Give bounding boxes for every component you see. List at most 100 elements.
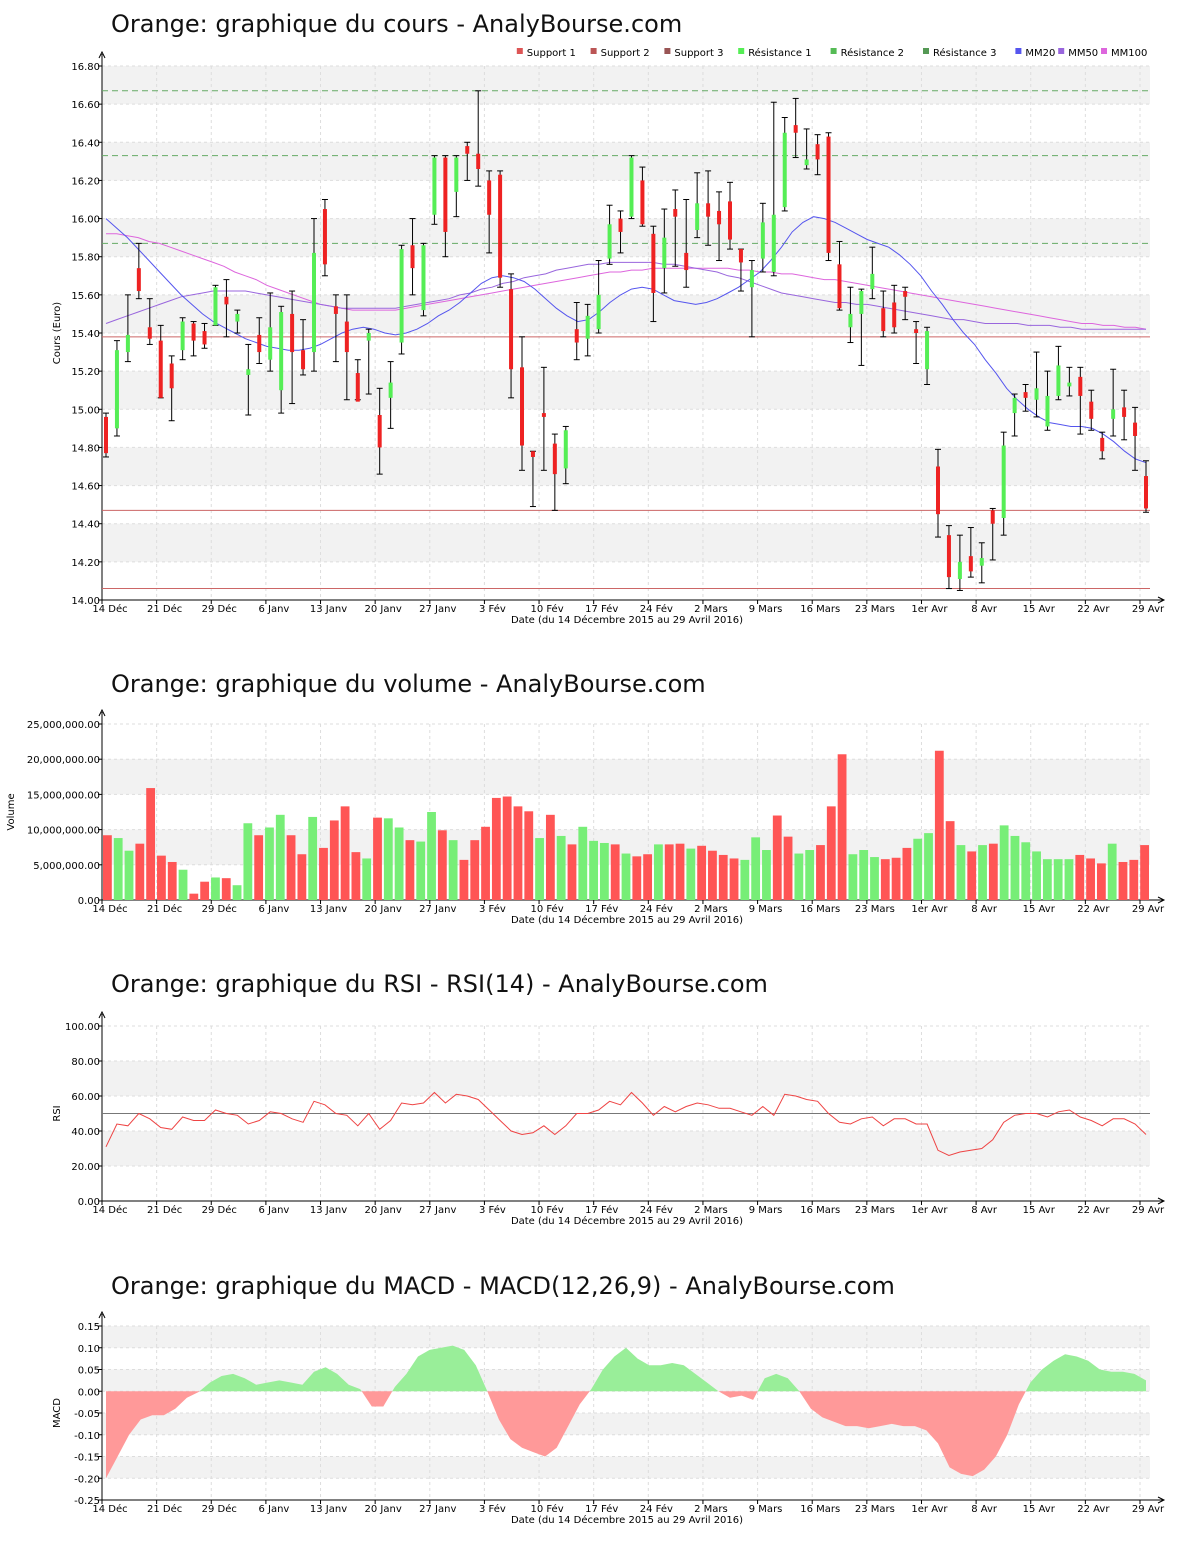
candle-body — [180, 321, 185, 351]
price-x-tick-label: 27 Janv — [419, 604, 456, 615]
candle-body — [968, 556, 973, 572]
candle-body — [870, 273, 875, 290]
volume-bar — [351, 852, 361, 900]
rsi-x-tick-label: 17 Fév — [585, 1204, 618, 1216]
volume-bar — [1075, 854, 1085, 900]
price-x-axis-arrow — [1157, 596, 1166, 604]
volume-bar — [870, 857, 879, 900]
volume-bar — [1086, 858, 1095, 900]
price-x-tick-label: 16 Mars — [800, 604, 840, 615]
candle-body — [312, 252, 316, 353]
candle-body — [498, 174, 503, 278]
candle-body — [859, 291, 864, 314]
price-panel: Orange: graphique du cours - AnalyBourse… — [0, 0, 1200, 640]
price-x-tick-label: 20 Janv — [365, 604, 402, 615]
volume-bar — [221, 878, 231, 900]
macd-x-tick-label: 17 Fév — [585, 1503, 618, 1515]
rsi-x-tick-label: 15 Avr — [1023, 1205, 1056, 1216]
legend-label: Support 2 — [601, 48, 650, 59]
candle-body — [322, 209, 327, 265]
rsi-x-tick-label: 9 Mars — [749, 1205, 783, 1216]
price-y-tick-label: 16.40 — [71, 138, 100, 149]
volume-bar — [654, 844, 663, 900]
volume-bar — [934, 750, 944, 900]
volume-x-tick-label: 14 Déc — [92, 903, 127, 915]
volume-bar — [1053, 859, 1063, 900]
volume-bar — [1064, 859, 1074, 900]
volume-bar — [427, 812, 436, 900]
volume-x-tick-label: 21 Déc — [147, 903, 182, 915]
price-y-axis-title: Cours (Euro) — [52, 302, 63, 365]
candle-body — [826, 136, 831, 253]
volume-bar — [308, 816, 318, 900]
macd-y-tick-label: -0.10 — [74, 1431, 100, 1442]
candle-body — [235, 313, 240, 322]
rsi-x-tick-label: 6 Janv — [258, 1205, 289, 1216]
candle-body — [465, 146, 470, 154]
volume-bar — [708, 850, 717, 900]
candle-body — [114, 350, 119, 429]
volume-y-axis-title: Volume — [6, 793, 17, 830]
price-y-tick-label: 16.60 — [71, 100, 100, 111]
volume-bar — [254, 835, 264, 900]
candle-body — [607, 224, 612, 259]
volume-bar — [880, 859, 890, 900]
price-x-axis-title: Date (du 14 Décembre 2015 au 29 Avril 20… — [511, 614, 743, 626]
price-y-tick-label: 14.80 — [71, 443, 100, 454]
macd-x-tick-label: 22 Avr — [1077, 1504, 1110, 1515]
volume-x-tick-label: 17 Fév — [585, 903, 618, 915]
rsi-x-tick-label: 3 Fév — [479, 1204, 506, 1216]
macd-x-tick-label: 3 Fév — [479, 1503, 506, 1515]
rsi-y-tick-label: 60.00 — [71, 1092, 100, 1103]
candle-body — [1122, 407, 1127, 417]
macd-chart-title: Orange: graphique du MACD - MACD(12,26,9… — [111, 1272, 895, 1300]
volume-bar — [491, 797, 501, 900]
volume-x-tick-label: 13 Janv — [310, 904, 347, 915]
macd-negative-area — [361, 1391, 393, 1407]
candle-body — [224, 296, 229, 305]
candle-body — [738, 249, 743, 263]
volume-bar — [902, 847, 912, 900]
candle-body — [476, 153, 481, 169]
price-y-tick-label: 15.40 — [71, 329, 100, 340]
candle-body — [793, 125, 798, 133]
price-y-tick-label: 14.00 — [71, 596, 100, 607]
candle-body — [454, 157, 459, 192]
rsi-chart: 14 Déc 21 Déc 29 Déc 6 Janv 13 Janv 20 Janv 27… — [52, 1010, 1166, 1227]
candle-body — [541, 413, 546, 417]
price-grid-band — [102, 447, 1150, 486]
price-x-tick-label: 10 Fév — [530, 603, 563, 615]
volume-bar — [1107, 843, 1117, 900]
candle-body — [530, 451, 535, 457]
price-y-tick-label: 15.80 — [71, 253, 100, 264]
candle-body — [1023, 392, 1028, 398]
volume-bar — [1096, 863, 1106, 900]
volume-bar — [988, 843, 998, 900]
volume-bar — [513, 806, 523, 900]
macd-y-tick-label: -0.25 — [74, 1496, 100, 1507]
volume-y-tick-label: 0.00 — [78, 896, 100, 907]
candle-body — [257, 334, 262, 353]
candle-body — [651, 233, 656, 293]
candle-body — [925, 331, 930, 370]
candle-body — [1111, 409, 1116, 419]
candle-body — [848, 313, 853, 328]
price-y-tick-label: 16.80 — [71, 62, 100, 73]
volume-x-tick-label: 3 Fév — [479, 903, 506, 915]
legend-swatch — [830, 48, 837, 54]
volume-x-tick-label: 10 Fév — [530, 903, 563, 915]
volume-bar — [848, 854, 858, 900]
volume-bar — [978, 845, 987, 900]
volume-bar — [924, 833, 933, 900]
macd-positive-area — [757, 1373, 800, 1392]
candle-body — [946, 535, 951, 578]
candle-body — [760, 222, 765, 259]
candle-body — [1034, 388, 1039, 400]
price-grid-band — [102, 142, 1150, 181]
volume-bar — [1140, 845, 1149, 900]
volume-bar — [675, 843, 685, 900]
legend-label: Support 1 — [527, 48, 576, 59]
candle-body — [136, 268, 141, 292]
price-x-tick-label: 2 Mars — [694, 604, 728, 615]
volume-bar — [437, 830, 447, 900]
